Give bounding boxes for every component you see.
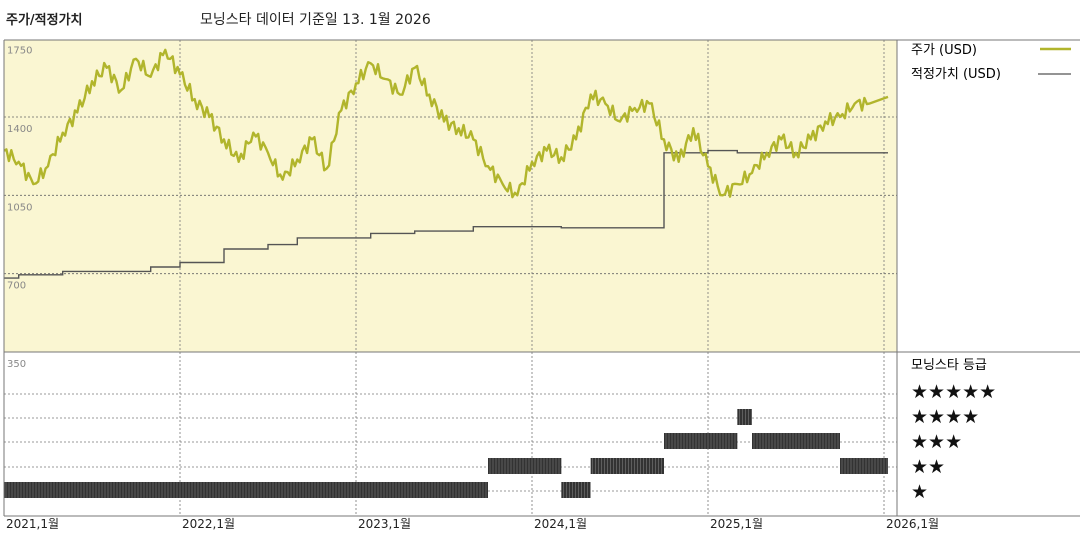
data-date-subtitle: 모닝스타 데이터 기준일 13. 1월 2026	[200, 12, 431, 28]
rating-level-label: ★★	[911, 456, 945, 478]
y-tick-label: 1400	[7, 124, 32, 135]
rating-bar	[664, 433, 738, 449]
y-tick-label: 350	[7, 359, 26, 370]
x-tick-label: 2024,1월	[534, 517, 587, 531]
y-tick-label: 700	[7, 281, 26, 292]
x-tick-labels: 2021,1월 2022,1월 2023,1월 2024,1월 2025,1월 2026,…	[6, 517, 939, 531]
rating-bar	[590, 458, 664, 474]
x-tick-label: 2025,1월	[710, 517, 763, 531]
x-tick-label: 2021,1월	[6, 517, 59, 531]
rating-legend-title: 모닝스타 등급	[911, 358, 987, 373]
rating-bar	[737, 409, 752, 425]
x-tick-label: 2023,1월	[358, 517, 411, 531]
rating-level-label: ★★★	[911, 431, 962, 453]
price-panel-background	[4, 40, 897, 352]
x-tick-label: 2026,1월	[886, 517, 939, 531]
rating-bar	[561, 482, 591, 498]
rating-level-label: ★	[911, 481, 928, 503]
chart-title: 주가/적정가치	[6, 13, 83, 28]
price-line	[3, 48, 889, 199]
rating-bar	[4, 482, 488, 498]
y-tick-label: 1050	[7, 202, 32, 213]
y-tick-labels: 350 700 1050 1400 1750	[7, 46, 32, 370]
rating-bar	[488, 458, 562, 474]
rating-bar	[752, 433, 840, 449]
rating-bars	[4, 409, 888, 498]
x-tick-label: 2022,1월	[182, 517, 235, 531]
legend-price-label: 주가 (USD)	[911, 43, 977, 58]
rating-level-label: ★★★★	[911, 406, 979, 428]
rating-bar	[840, 458, 888, 474]
y-tick-label: 1750	[7, 46, 32, 57]
legend-fair-label: 적정가치 (USD)	[911, 67, 1001, 82]
rating-star-levels: ★★★★★★★★★★★★★★★	[911, 381, 996, 503]
rating-level-label: ★★★★★	[911, 381, 996, 403]
